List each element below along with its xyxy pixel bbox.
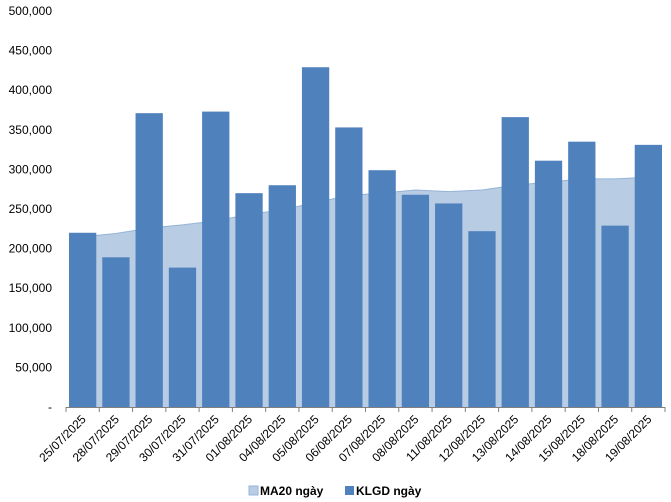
bar-14/08/2025	[534, 160, 563, 407]
bar-11/08/2025	[435, 203, 463, 407]
bar-15/08/2025	[568, 141, 596, 407]
bar-12/08/2025	[468, 231, 496, 407]
y-tick-label: 100,000	[9, 321, 53, 335]
ma20-area-layer	[82, 176, 649, 407]
x-axis: 25/07/202528/07/202529/07/202530/07/2025…	[36, 412, 654, 465]
bar-07/08/2025	[368, 170, 396, 407]
bar-19/08/2025	[634, 144, 663, 407]
bar-31/07/2025	[202, 111, 230, 408]
klgd-bar-layer	[68, 67, 663, 408]
bar-06/08/2025	[335, 127, 363, 407]
ma20-area	[82, 177, 649, 407]
bar-30/07/2025	[168, 267, 197, 407]
legend: MA20 ngày KLGD ngày	[248, 484, 422, 498]
legend-swatch-ma20	[248, 485, 259, 496]
y-tick-label: 400,000	[9, 83, 53, 97]
bar-04/08/2025	[268, 185, 296, 407]
legend-label-ma20: MA20 ngày	[260, 484, 324, 498]
y-tick-label: 250,000	[9, 202, 53, 216]
y-tick-label: 200,000	[9, 242, 53, 256]
y-tick-label: 300,000	[9, 162, 53, 176]
y-axis: - 50,000 100,000 150,000 200,000 250,000 300,0…	[9, 4, 53, 414]
bar-08/08/2025	[401, 194, 430, 407]
bar-18/08/2025	[601, 225, 629, 407]
y-tick-label: 500,000	[9, 4, 53, 18]
y-tick-label: -	[48, 400, 52, 414]
y-tick-label: 450,000	[9, 44, 53, 58]
y-tick-label: 150,000	[9, 281, 53, 295]
y-tick-label: 350,000	[9, 123, 53, 137]
bar-29/07/2025	[135, 113, 163, 407]
legend-label-klgd: KLGD ngày	[356, 484, 422, 498]
y-tick-label: 50,000	[15, 360, 52, 374]
bar-25/07/2025	[68, 232, 97, 407]
bar-01/08/2025	[235, 193, 263, 407]
bar-13/08/2025	[501, 117, 529, 408]
bar-05/08/2025	[301, 67, 330, 408]
legend-swatch-klgd	[345, 486, 354, 495]
axis-lines	[65, 407, 666, 412]
bar-28/07/2025	[102, 257, 130, 407]
